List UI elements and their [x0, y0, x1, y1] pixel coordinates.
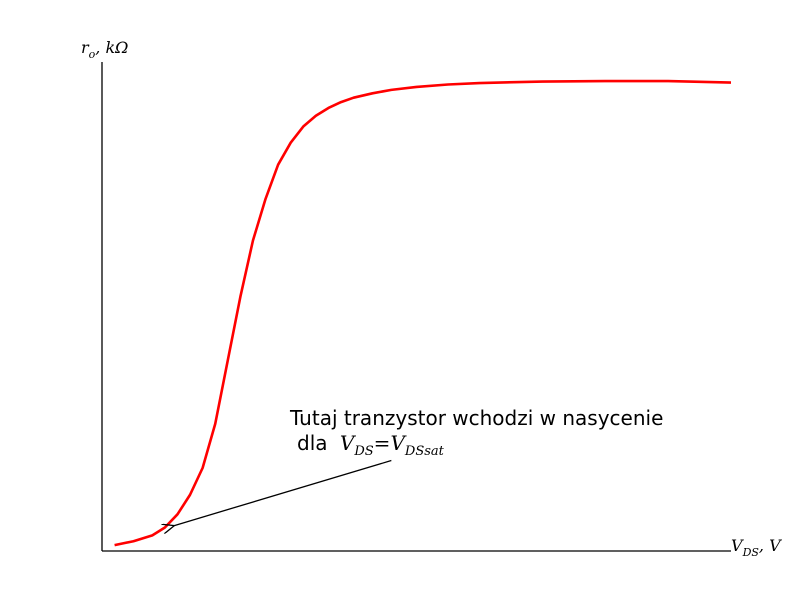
annotation-line2: dla VDS=VDSsat: [297, 431, 445, 459]
series-line: [114, 79, 732, 547]
annotation-arrow: [174, 459, 392, 526]
y-axis-label: ro, kΩ: [81, 38, 128, 61]
annotation-line1: Tutaj tranzystor wchodzi w nasycenie: [289, 406, 663, 430]
x-axis-label: VDS, V: [731, 536, 782, 559]
